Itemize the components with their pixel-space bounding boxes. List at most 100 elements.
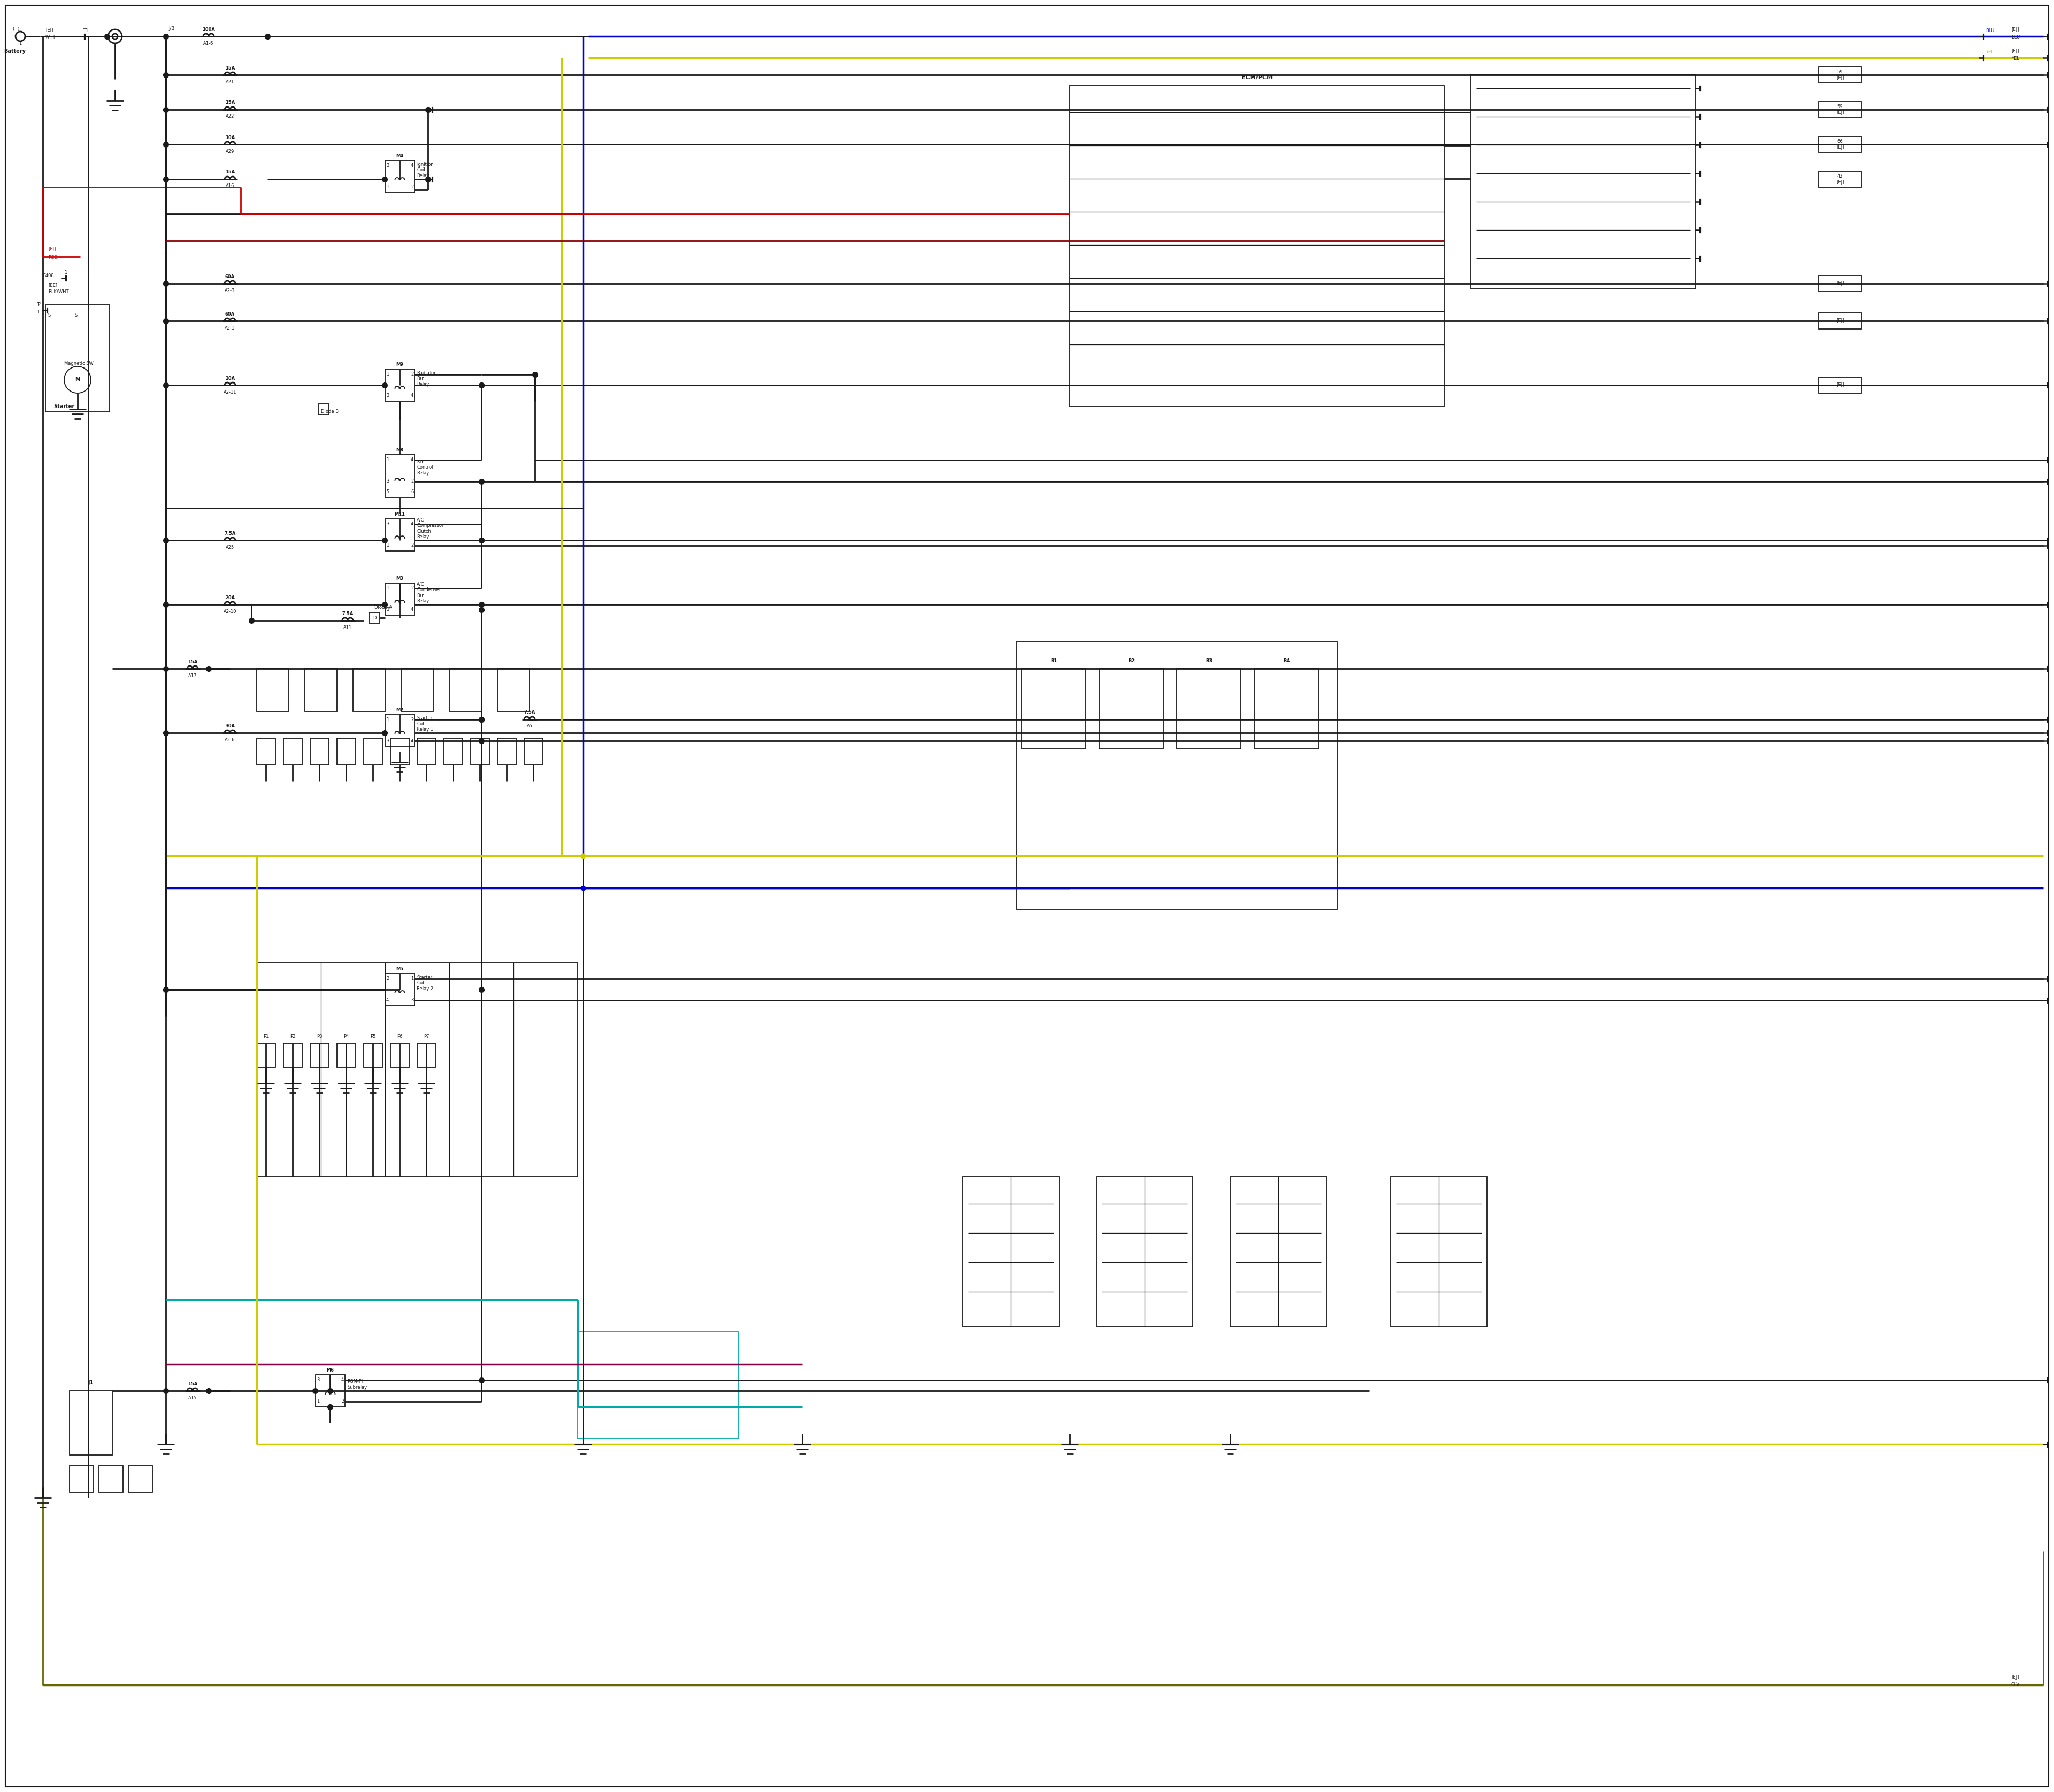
- Text: 1: 1: [386, 543, 388, 548]
- Bar: [45, 305, 109, 412]
- Text: P2: P2: [290, 1034, 296, 1039]
- Text: 15A: 15A: [226, 100, 234, 106]
- Text: Ignition
Coil
Relay: Ignition Coil Relay: [417, 161, 433, 177]
- Text: (+): (+): [12, 27, 21, 32]
- Text: [EJ]: [EJ]: [2011, 48, 2019, 54]
- Text: BLK/WHT: BLK/WHT: [47, 289, 68, 294]
- Text: Fan
Control
Relay: Fan Control Relay: [417, 459, 433, 475]
- Bar: [417, 1043, 435, 1068]
- Bar: [1097, 1177, 1193, 1326]
- Bar: [386, 715, 415, 745]
- Text: 2: 2: [411, 717, 413, 722]
- Text: 3: 3: [411, 998, 413, 1004]
- Text: A16: A16: [226, 185, 234, 188]
- Text: A5: A5: [526, 724, 532, 729]
- Text: A2-10: A2-10: [224, 609, 236, 615]
- Text: A11: A11: [343, 625, 351, 629]
- Bar: [370, 613, 380, 624]
- Bar: [310, 1043, 329, 1068]
- Text: A17: A17: [189, 674, 197, 677]
- Text: 7.5A: 7.5A: [524, 710, 536, 715]
- Bar: [127, 1466, 152, 1493]
- Text: 42
[EJ]: 42 [EJ]: [1836, 174, 1844, 185]
- Bar: [1255, 668, 1319, 749]
- Text: M4: M4: [396, 154, 405, 159]
- Bar: [1818, 66, 1861, 82]
- Text: 59
[EJ]: 59 [EJ]: [1836, 104, 1844, 115]
- Text: 15A: 15A: [187, 659, 197, 665]
- Bar: [1818, 172, 1861, 186]
- Bar: [401, 668, 433, 711]
- Text: Magnetic SW: Magnetic SW: [64, 362, 94, 366]
- Text: J/B: J/B: [168, 25, 175, 30]
- Text: 6: 6: [411, 489, 413, 495]
- Text: [EJ]: [EJ]: [1836, 281, 1844, 287]
- Bar: [353, 668, 386, 711]
- Text: 3: 3: [386, 478, 388, 484]
- Bar: [364, 1043, 382, 1068]
- Text: PGM-FI
Subrelay: PGM-FI Subrelay: [347, 1380, 368, 1389]
- Text: B2: B2: [1128, 658, 1134, 663]
- Text: 4: 4: [411, 607, 413, 613]
- Bar: [577, 1331, 737, 1439]
- Text: B3: B3: [1206, 658, 1212, 663]
- Text: Battery: Battery: [4, 48, 27, 54]
- Bar: [310, 738, 329, 765]
- Bar: [1099, 668, 1163, 749]
- Text: 20A: 20A: [226, 376, 234, 380]
- Text: Diode B: Diode B: [320, 410, 339, 414]
- Text: P1: P1: [263, 1034, 269, 1039]
- Bar: [497, 738, 516, 765]
- Text: [EJ]: [EJ]: [1836, 383, 1844, 387]
- Bar: [497, 668, 530, 711]
- Text: 15A: 15A: [226, 66, 234, 70]
- Bar: [470, 738, 489, 765]
- Bar: [1021, 668, 1087, 749]
- Text: 3: 3: [386, 163, 388, 168]
- Bar: [386, 161, 415, 192]
- Text: 2: 2: [411, 543, 413, 548]
- Text: YEL: YEL: [2011, 56, 2019, 61]
- Text: 4: 4: [411, 457, 413, 462]
- Text: OLV: OLV: [2011, 1683, 2019, 1688]
- Text: Starter: Starter: [53, 403, 74, 409]
- Text: 10A: 10A: [226, 134, 234, 140]
- Text: YEL: YEL: [1986, 50, 1994, 56]
- Bar: [316, 1374, 345, 1407]
- Text: P6: P6: [396, 1034, 403, 1039]
- Bar: [283, 738, 302, 765]
- Bar: [1471, 75, 1697, 289]
- Text: 2: 2: [411, 373, 413, 376]
- Text: T1: T1: [82, 29, 88, 34]
- Bar: [444, 738, 462, 765]
- Text: M2: M2: [396, 708, 405, 711]
- Text: M11: M11: [394, 513, 405, 518]
- Bar: [364, 738, 382, 765]
- Bar: [386, 520, 415, 550]
- Text: 4: 4: [411, 521, 413, 527]
- Text: BLU: BLU: [2011, 36, 2019, 39]
- Bar: [257, 1043, 275, 1068]
- Bar: [1818, 276, 1861, 292]
- Text: [EJ]: [EJ]: [2011, 1674, 2019, 1679]
- Text: A2-1: A2-1: [224, 326, 234, 330]
- Text: 20A: 20A: [226, 595, 234, 600]
- Text: WHT: WHT: [45, 36, 55, 39]
- Text: B4: B4: [1284, 658, 1290, 663]
- Text: 1: 1: [82, 36, 86, 41]
- Text: A2-11: A2-11: [224, 389, 236, 394]
- Text: 3: 3: [386, 607, 388, 613]
- Text: P5: P5: [370, 1034, 376, 1039]
- Text: 1: 1: [386, 457, 388, 462]
- Text: A2-3: A2-3: [224, 289, 236, 292]
- Text: ECM/PCM: ECM/PCM: [1241, 75, 1273, 81]
- Bar: [1177, 668, 1241, 749]
- Text: 15A: 15A: [187, 1382, 197, 1387]
- Text: 1: 1: [386, 717, 388, 722]
- Text: [EJ]: [EJ]: [1836, 319, 1844, 323]
- Bar: [1818, 136, 1861, 152]
- Bar: [390, 1043, 409, 1068]
- Text: S: S: [47, 314, 51, 317]
- Text: 1: 1: [18, 41, 23, 47]
- Text: A2-6: A2-6: [224, 737, 236, 742]
